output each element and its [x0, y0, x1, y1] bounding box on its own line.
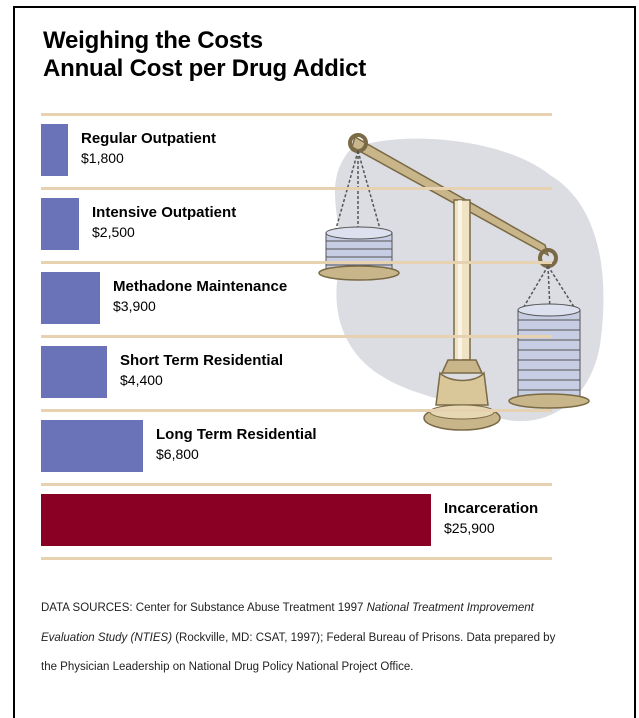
scale-base-bowl	[435, 371, 489, 406]
source-study-title: National Treatment Improvement Evaluatio…	[41, 602, 534, 644]
category-label: Intensive Outpatient	[92, 204, 237, 221]
category-label: Incarceration	[444, 500, 539, 517]
scale-coins-right	[508, 303, 590, 409]
category-label: Short Term Residential	[120, 352, 284, 369]
category-label: Long Term Residential	[156, 426, 317, 443]
row-divider	[41, 187, 552, 190]
bar-short-term-residential	[41, 346, 107, 398]
row-divider	[41, 113, 552, 116]
scale-coins-left	[318, 226, 400, 281]
scale-base-neck	[440, 359, 484, 374]
value-label: $2,500	[92, 224, 135, 240]
row-divider	[41, 335, 552, 338]
balance-scale-icon	[318, 133, 604, 431]
chart-frame	[13, 6, 636, 718]
scale-beam	[351, 135, 550, 257]
chart-title-block: Weighing the Costs Annual Cost per Drug …	[43, 27, 366, 83]
row-divider	[41, 409, 552, 412]
data-source-note: DATA SOURCES: Center for Substance Abuse…	[41, 594, 561, 683]
row-divider	[41, 557, 552, 560]
value-label: $25,900	[444, 520, 495, 536]
bar-intensive-outpatient	[41, 198, 79, 250]
bar-incarceration	[41, 494, 431, 546]
source-prefix: DATA SOURCES: Center for Substance Abuse…	[41, 602, 367, 614]
value-label: $4,400	[120, 372, 163, 388]
row-divider	[41, 261, 552, 264]
row-divider	[41, 483, 552, 486]
category-label: Methadone Maintenance	[113, 278, 288, 295]
chart-subtitle: Annual Cost per Drug Addict	[43, 55, 367, 82]
value-label: $6,800	[156, 446, 199, 462]
bar-methadone-maintenance	[41, 272, 100, 324]
chart-title: Weighing the Costs	[43, 27, 263, 54]
value-label: $3,900	[113, 298, 156, 314]
value-label: $1,800	[81, 150, 124, 166]
bar-long-term-residential	[41, 420, 143, 472]
source-suffix: (Rockville, MD: CSAT, 1997); Federal Bur…	[41, 631, 556, 674]
category-label: Regular Outpatient	[81, 130, 217, 147]
bar-regular-outpatient	[41, 124, 68, 176]
